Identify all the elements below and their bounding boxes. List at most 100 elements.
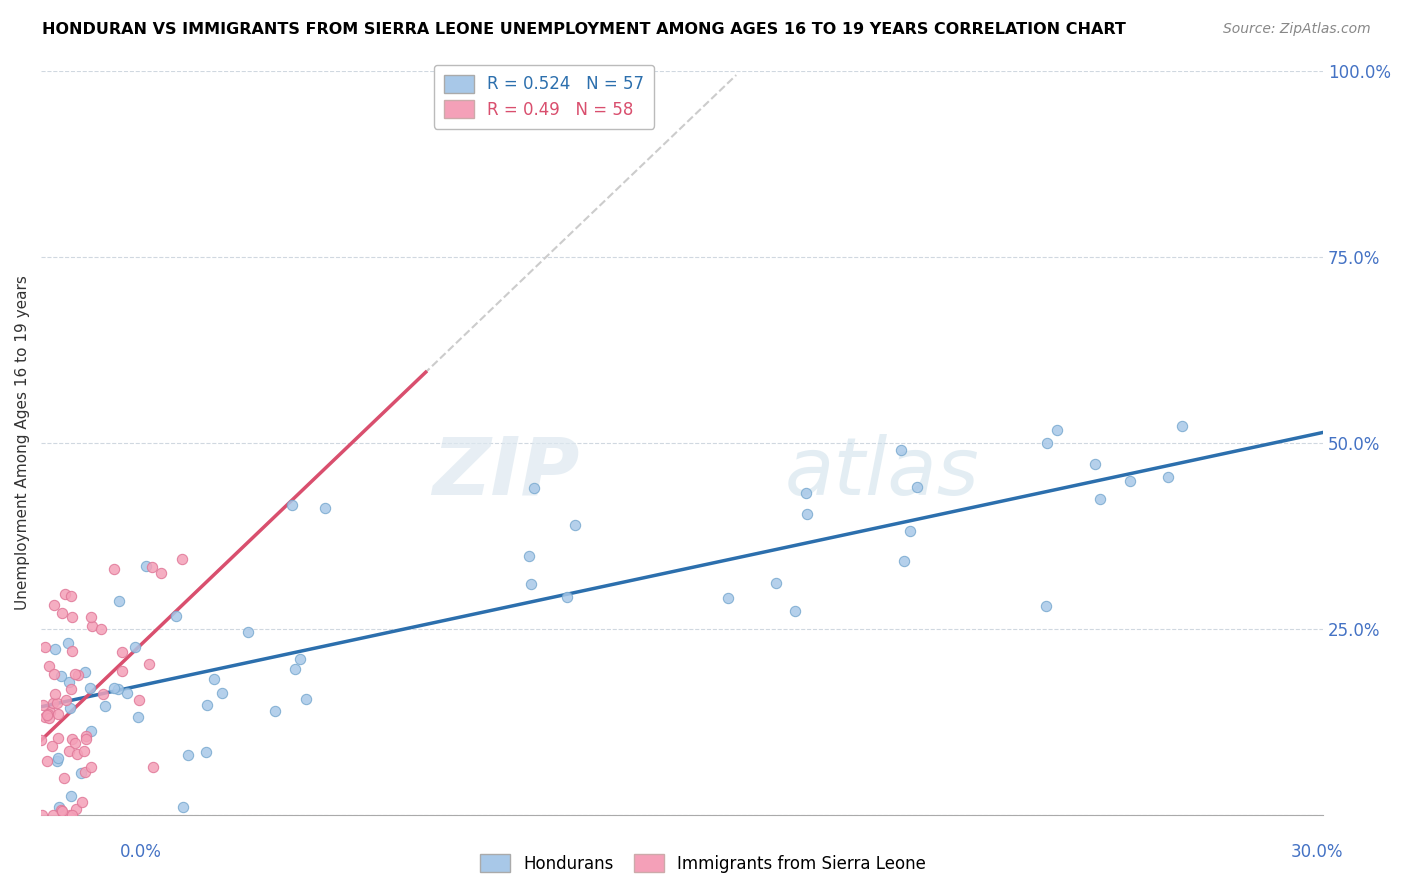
Point	[46, 697, 69, 711]
Point	[108, 594, 131, 608]
Point	[76, 731, 98, 746]
Point	[523, 481, 546, 495]
Point	[138, 657, 160, 672]
Point	[90, 622, 112, 636]
Point	[60, 807, 83, 822]
Point	[177, 748, 200, 763]
Point	[67, 668, 90, 682]
Point	[517, 549, 540, 564]
Point	[58, 674, 80, 689]
Point	[51, 804, 73, 818]
Point	[890, 443, 912, 458]
Point	[66, 747, 89, 761]
Point	[1035, 599, 1057, 613]
Point	[38, 658, 60, 673]
Point	[557, 590, 579, 604]
Point	[42, 598, 65, 612]
Point	[1046, 423, 1069, 437]
Point	[38, 711, 60, 725]
Text: 30.0%: 30.0%	[1291, 843, 1343, 861]
Point	[60, 731, 83, 746]
Point	[69, 766, 91, 780]
Point	[893, 554, 915, 568]
Point	[80, 760, 103, 774]
Point	[56, 636, 79, 650]
Point	[46, 751, 69, 765]
Point	[52, 771, 75, 785]
Point	[211, 686, 233, 700]
Point	[63, 736, 86, 750]
Point	[172, 800, 194, 814]
Legend: Hondurans, Immigrants from Sierra Leone: Hondurans, Immigrants from Sierra Leone	[474, 847, 932, 880]
Point	[46, 754, 69, 768]
Point	[170, 551, 193, 566]
Point	[34, 710, 56, 724]
Point	[73, 665, 96, 679]
Point	[1171, 418, 1194, 433]
Point	[59, 807, 82, 822]
Text: HONDURAN VS IMMIGRANTS FROM SIERRA LEONE UNEMPLOYMENT AMONG AGES 16 TO 19 YEARS : HONDURAN VS IMMIGRANTS FROM SIERRA LEONE…	[42, 22, 1126, 37]
Point	[70, 795, 93, 809]
Point	[1157, 469, 1180, 483]
Point	[796, 507, 818, 521]
Point	[1035, 435, 1057, 450]
Point	[149, 566, 172, 581]
Point	[295, 692, 318, 706]
Point	[1090, 491, 1112, 506]
Point	[73, 765, 96, 780]
Point	[44, 666, 66, 681]
Point	[128, 693, 150, 707]
Point	[30, 733, 52, 747]
Point	[107, 681, 129, 696]
Point	[65, 667, 87, 681]
Legend: R = 0.524   N = 57, R = 0.49   N = 58: R = 0.524 N = 57, R = 0.49 N = 58	[434, 64, 654, 128]
Point	[236, 624, 259, 639]
Point	[51, 606, 73, 620]
Point	[39, 705, 62, 719]
Point	[1084, 457, 1107, 471]
Text: atlas: atlas	[785, 434, 980, 511]
Point	[65, 802, 87, 816]
Point	[60, 610, 83, 624]
Point	[765, 575, 787, 590]
Point	[73, 743, 96, 757]
Text: Source: ZipAtlas.com: Source: ZipAtlas.com	[1223, 22, 1371, 37]
Point	[35, 707, 58, 722]
Point	[284, 662, 307, 676]
Point	[103, 561, 125, 575]
Point	[35, 755, 58, 769]
Point	[115, 686, 138, 700]
Point	[44, 641, 66, 656]
Point	[281, 499, 304, 513]
Point	[80, 618, 103, 632]
Point	[60, 789, 83, 804]
Point	[79, 681, 101, 696]
Point	[564, 517, 586, 532]
Point	[717, 591, 740, 606]
Point	[31, 698, 53, 712]
Point	[520, 576, 543, 591]
Point	[80, 724, 103, 739]
Point	[42, 807, 65, 822]
Point	[59, 701, 82, 715]
Point	[41, 739, 63, 753]
Point	[142, 760, 165, 774]
Point	[46, 731, 69, 746]
Point	[79, 610, 101, 624]
Point	[127, 710, 149, 724]
Point	[91, 687, 114, 701]
Point	[264, 704, 287, 718]
Point	[783, 604, 806, 618]
Point	[44, 687, 66, 701]
Point	[75, 730, 97, 744]
Point	[202, 672, 225, 686]
Point	[48, 800, 70, 814]
Point	[794, 485, 817, 500]
Point	[314, 501, 336, 516]
Point	[53, 587, 76, 601]
Point	[42, 696, 65, 710]
Point	[111, 644, 134, 658]
Point	[34, 640, 56, 654]
Text: 0.0%: 0.0%	[120, 843, 162, 861]
Point	[898, 524, 921, 538]
